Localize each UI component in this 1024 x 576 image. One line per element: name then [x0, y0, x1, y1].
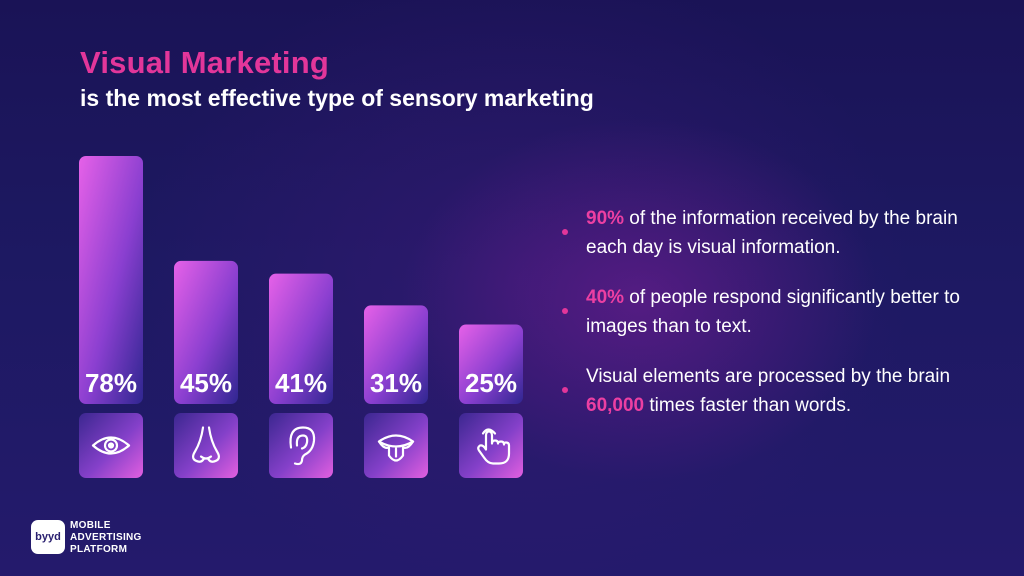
icon-tile [459, 413, 523, 478]
fact-item: 40% of people respond significantly bett… [562, 283, 1002, 341]
eye-icon [91, 436, 131, 455]
bar-value-label: 25% [465, 368, 517, 398]
chart-bar [364, 305, 428, 404]
icon-tile [269, 413, 333, 478]
hand-touch-icon [477, 428, 511, 465]
nose-icon [191, 426, 221, 463]
facts-list: 90% of the information received by the b… [562, 204, 1002, 420]
bar-value-label: 45% [180, 368, 232, 398]
bar-value-label: 31% [370, 368, 422, 398]
logo-mark: byyd [31, 520, 65, 554]
logo-text: MOBILE ADVERTISING PLATFORM [70, 520, 142, 555]
chart-bar [459, 324, 523, 404]
tongue-icon [377, 434, 415, 462]
page-subtitle: is the most effective type of sensory ma… [80, 85, 594, 111]
chart-bar [174, 260, 238, 404]
fact-item: Visual elements are processed by the bra… [562, 362, 1002, 420]
bar-value-label: 41% [275, 368, 327, 398]
icon-tile [174, 413, 238, 478]
fact-highlight: 60,000 [586, 395, 645, 416]
chart-bar [269, 273, 333, 404]
bar-chart: 78% 45% 41% 31% 25% [79, 156, 523, 478]
fact-item: 90% of the information received by the b… [562, 204, 1002, 262]
ear-icon [289, 426, 316, 466]
chart-bar [79, 156, 143, 404]
bar-value-label: 78% [85, 368, 137, 398]
page-title: Visual Marketing [80, 45, 329, 80]
fact-highlight: 90% [586, 208, 625, 229]
fact-highlight: 40% [586, 287, 625, 308]
